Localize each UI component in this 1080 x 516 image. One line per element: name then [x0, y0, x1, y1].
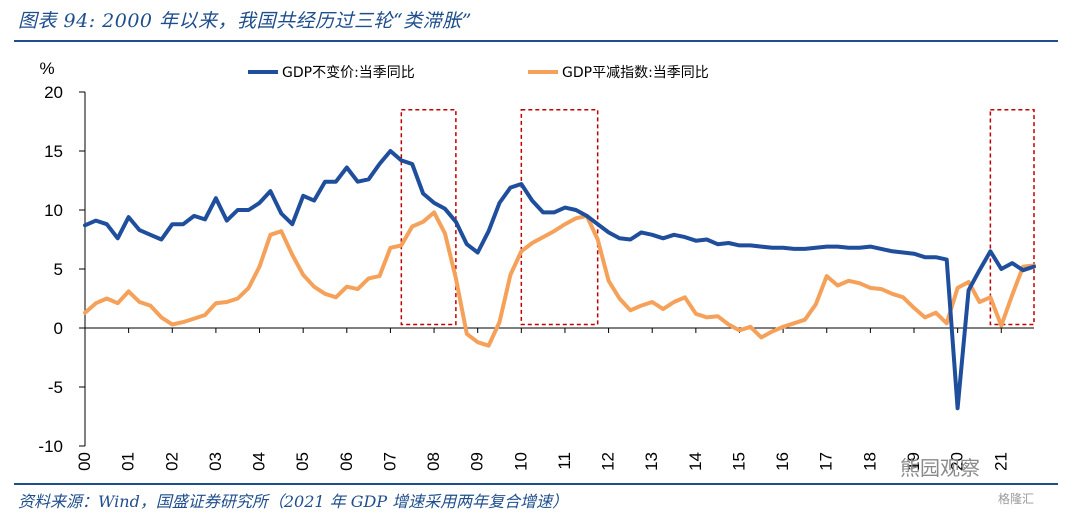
x-tick-label: 13	[642, 452, 661, 471]
y-tick-label: 0	[54, 319, 63, 338]
x-tick-label: 12	[599, 452, 618, 471]
x-tick-label: 16	[773, 452, 792, 471]
source-divider	[14, 483, 1058, 485]
x-tick-label: 00	[75, 452, 94, 471]
stagflation-highlight-box	[520, 108, 599, 326]
y-tick-label: 10	[44, 201, 63, 220]
series-line-deflator	[83, 210, 1036, 348]
y-tick-label: 15	[44, 142, 63, 161]
x-tick-label: 07	[380, 452, 399, 471]
x-tick-label: 05	[293, 452, 312, 471]
y-axis-unit: %	[39, 59, 54, 78]
x-tick-label: 17	[817, 452, 836, 471]
x-tick-label: 11	[555, 452, 574, 470]
y-tick-label: 5	[54, 260, 63, 279]
x-tick-label: 14	[686, 452, 705, 471]
stagflation-highlight-box	[989, 108, 1035, 326]
title-divider	[14, 40, 1058, 42]
watermark: 熊园观察	[900, 456, 980, 480]
y-tick-label: 20	[44, 83, 63, 102]
y-tick-label: -10	[38, 437, 63, 456]
x-tick-label: 06	[337, 452, 356, 471]
x-tick-label: 04	[250, 452, 269, 471]
legend-label: GDP平减指数:当季同比	[562, 65, 709, 81]
chart-title: 图表 94: 2000 年以来，我国共经历过三轮“类滞胀”	[18, 10, 472, 32]
x-tick-label: 01	[119, 452, 138, 471]
y-tick-label: -5	[48, 378, 63, 397]
highlight-boxes	[400, 108, 1035, 326]
x-tick-label: 10	[511, 452, 530, 471]
legend: GDP不变价:当季同比 GDP平减指数:当季同比	[248, 65, 709, 81]
series-lines	[83, 149, 1036, 411]
legend-label: GDP不变价:当季同比	[282, 65, 415, 81]
x-tick-label: 03	[206, 452, 225, 471]
source-note: 资料来源：Wind，国盛证券研究所（2021 年 GDP 增速采用两年复合增速）	[18, 492, 569, 511]
watermark-secondary: 格隆汇	[998, 492, 1035, 506]
x-tick-label: 08	[424, 452, 443, 471]
x-tick-label: 02	[162, 452, 181, 471]
stagflation-highlight-box	[400, 108, 457, 326]
x-tick-label: 19	[904, 452, 923, 471]
x-tick-label: 18	[860, 452, 879, 471]
series-line-gdp	[83, 149, 1036, 411]
x-tick-label: 20	[948, 452, 967, 471]
x-tick-label: 21	[991, 452, 1010, 471]
x-tick-label: 09	[468, 452, 487, 471]
x-tick-label: 15	[729, 452, 748, 471]
